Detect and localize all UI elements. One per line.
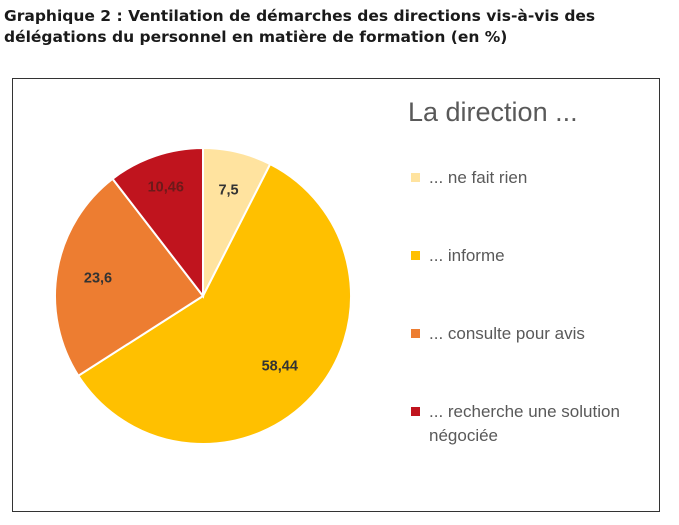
pie-slice-informe bbox=[76, 162, 352, 445]
legend-swatch bbox=[411, 407, 420, 416]
pie-slice-recherche bbox=[111, 146, 204, 299]
chart-frame: 7,5 58,44 23,6 10,46 La direction ... ... n… bbox=[12, 78, 660, 512]
legend-title: La direction ... bbox=[408, 97, 578, 127]
legend-swatch bbox=[411, 173, 420, 182]
legend: La direction ... ... ne fait rien ... in… bbox=[405, 97, 655, 502]
legend-swatch bbox=[411, 329, 420, 338]
data-label-informe: 58,44 bbox=[262, 359, 298, 375]
legend-label: ... informe bbox=[429, 246, 505, 265]
legend-item-recherche: ... recherche une solution négociée bbox=[405, 400, 669, 448]
legend-swatch bbox=[411, 251, 420, 260]
legend-item-ne-fait-rien: ... ne fait rien bbox=[405, 166, 669, 190]
data-label-consulte: 23,6 bbox=[84, 271, 112, 287]
pie-slice-consulte bbox=[54, 177, 205, 378]
legend-label: ... ne fait rien bbox=[429, 168, 528, 187]
data-label-recherche: 10,46 bbox=[148, 180, 184, 196]
legend-item-informe: ... informe bbox=[405, 244, 669, 268]
legend-label: ... recherche une solution négociée bbox=[429, 402, 620, 445]
chart-title: Graphique 2 : Ventilation de démarches d… bbox=[4, 7, 596, 46]
legend-label: ... consulte pour avis bbox=[429, 324, 585, 343]
pie-chart: 7,5 58,44 23,6 10,46 bbox=[54, 146, 352, 445]
legend-item-consulte: ... consulte pour avis bbox=[405, 322, 669, 346]
data-label-ne-fait-rien: 7,5 bbox=[218, 183, 238, 199]
